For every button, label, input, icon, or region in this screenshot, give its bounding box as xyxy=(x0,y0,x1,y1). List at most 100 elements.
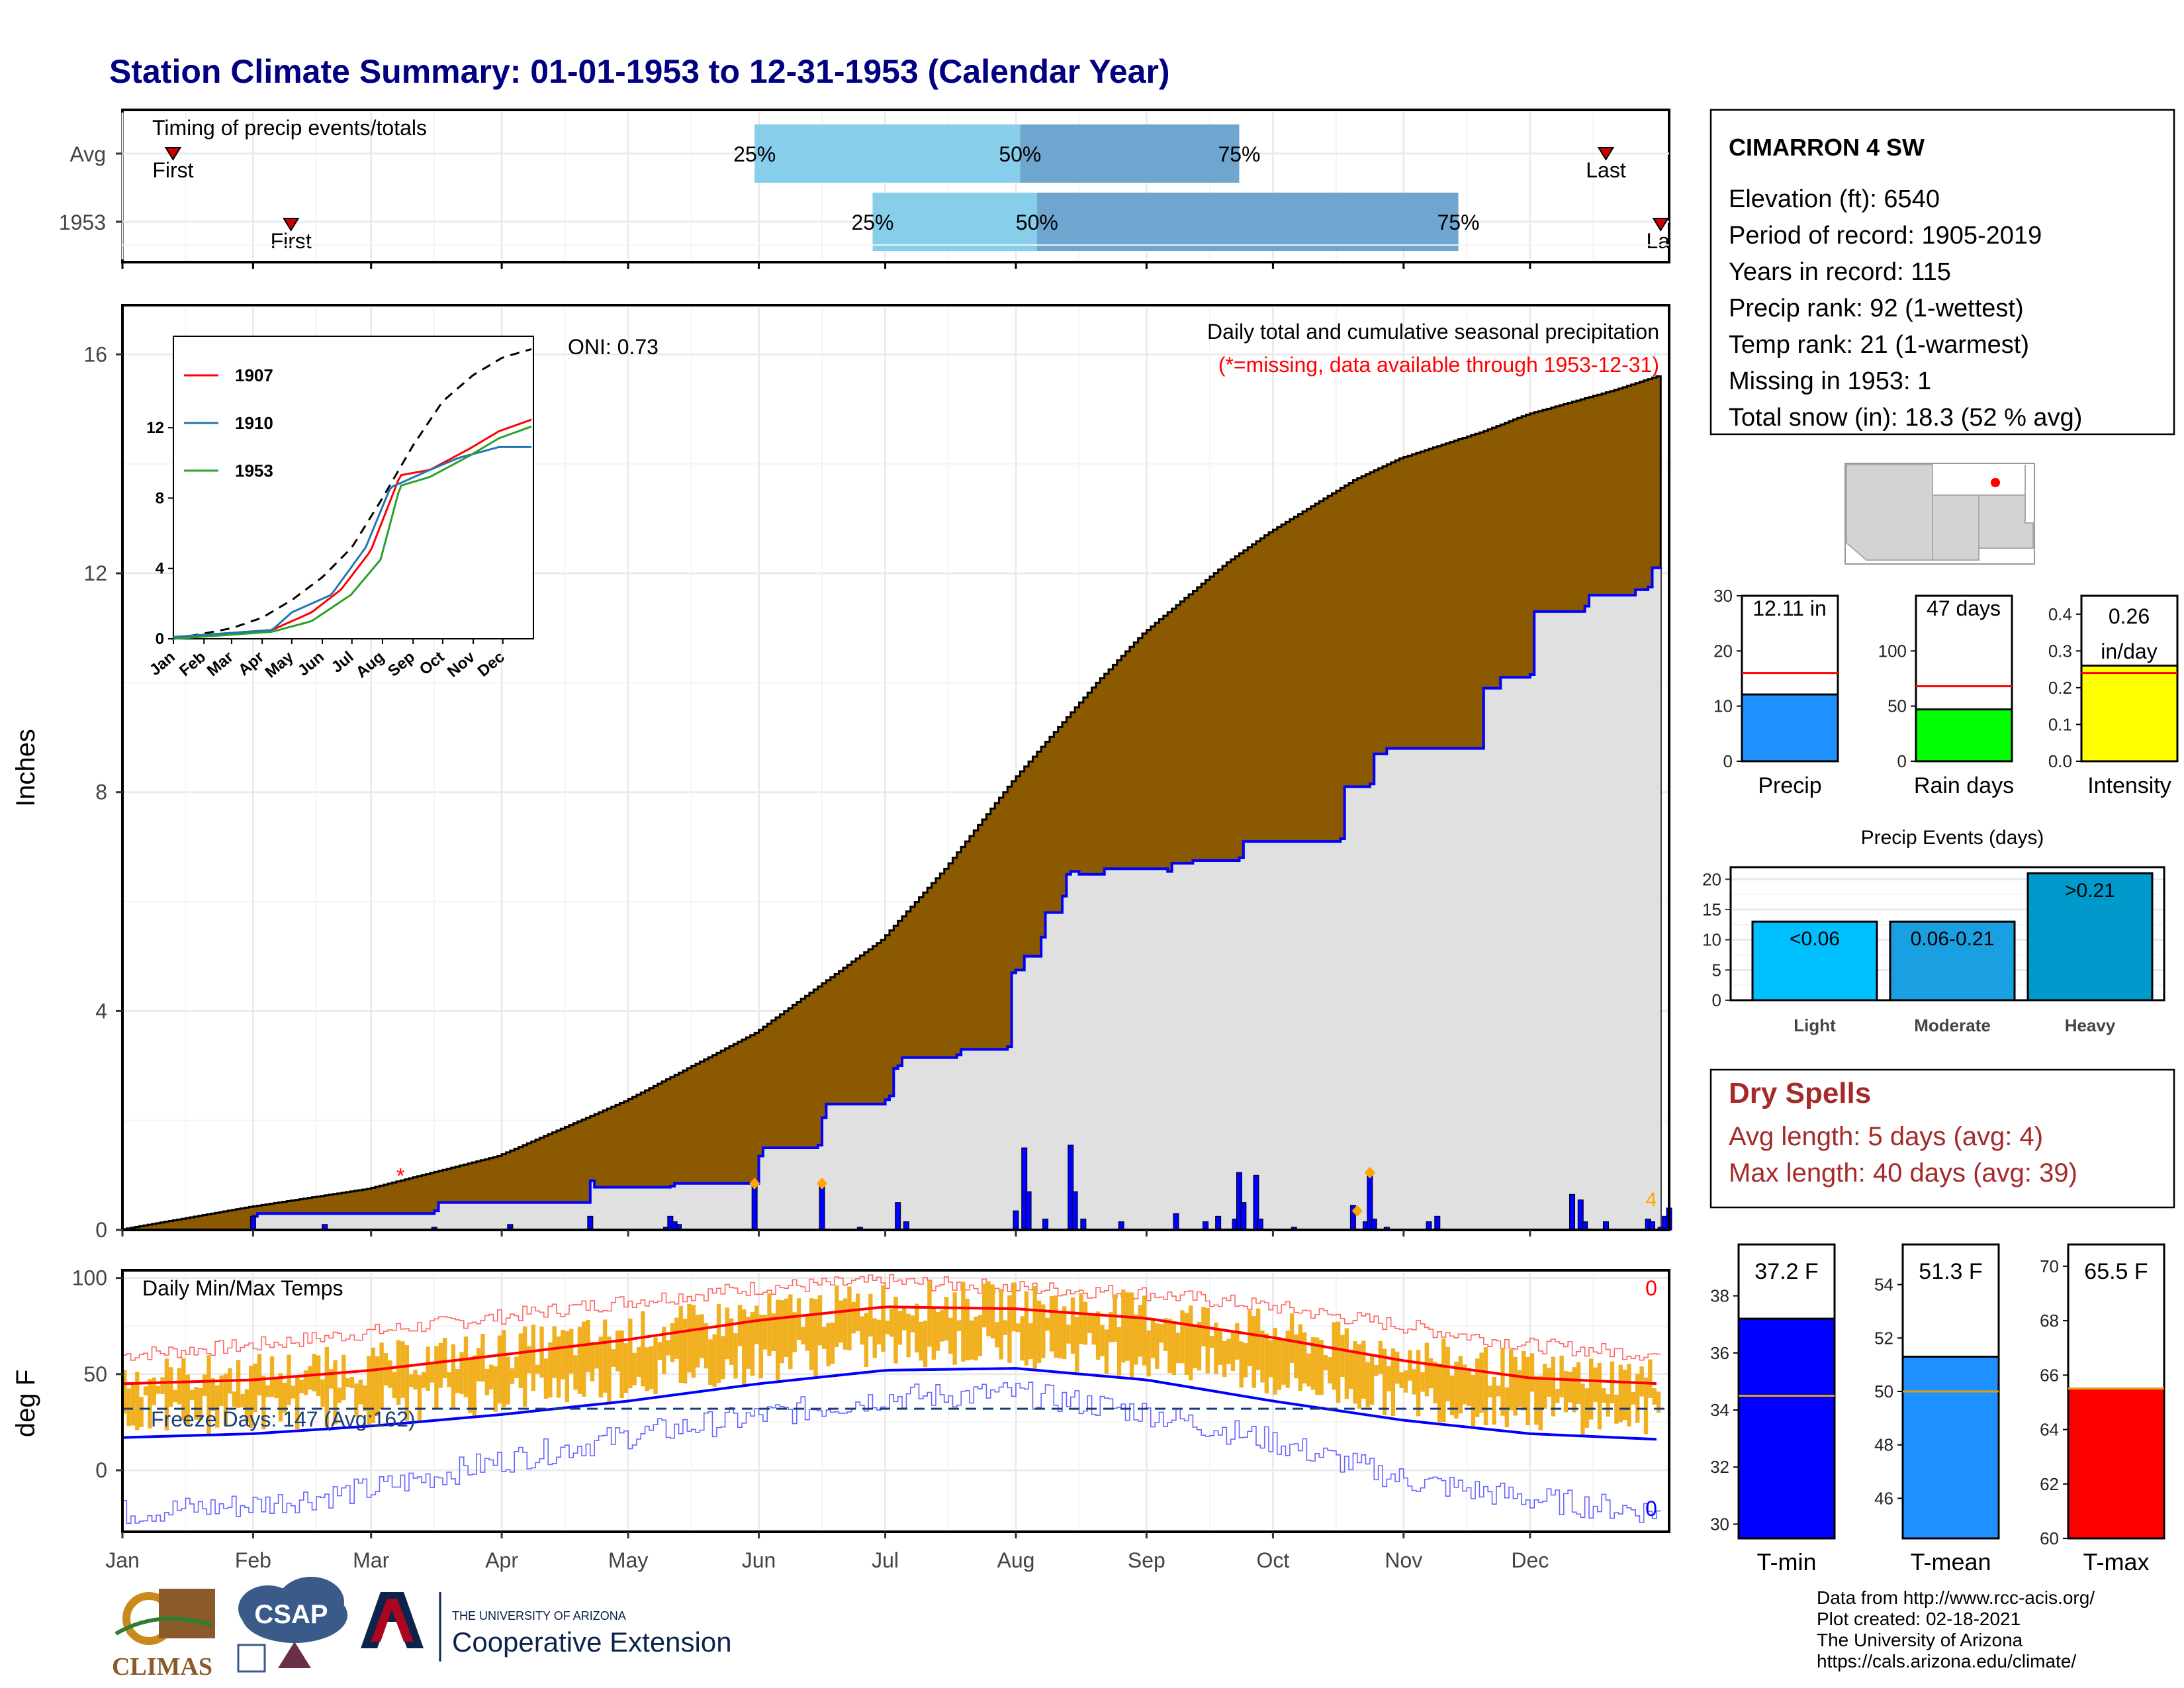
dry-spells-avg-length: Avg length: 5 days (avg: 4) xyxy=(1729,1122,2043,1151)
daily-temp-bar xyxy=(1602,1388,1606,1403)
daily-temp-bar xyxy=(1049,1296,1054,1352)
daily-temp-bar xyxy=(459,1352,464,1394)
daily-temp-bar xyxy=(796,1298,801,1340)
daily-temp-bar xyxy=(1390,1348,1396,1416)
footer-website: https://cals.arizona.edu/climate/ xyxy=(1817,1651,2077,1671)
inset-legend-label: 1953 xyxy=(235,461,273,481)
inset-average-line xyxy=(173,348,532,640)
daily-temp-bar xyxy=(982,1283,987,1328)
daily-temp-bar xyxy=(1171,1323,1176,1376)
daily-temp-bar xyxy=(345,1378,350,1387)
precip-event-category-label: Moderate xyxy=(1914,1015,1991,1035)
daily-temp-bar xyxy=(632,1352,637,1385)
daily-precip-bar xyxy=(1025,1191,1032,1231)
precip-value-label: 12.11 in xyxy=(1752,596,1827,620)
daily-temp-bar xyxy=(835,1285,839,1348)
inset-y-tick-label: 12 xyxy=(146,419,164,437)
daily-temp-bar xyxy=(1420,1372,1425,1392)
tmax-y-tick-label: 68 xyxy=(2040,1311,2059,1331)
daily-temp-bar xyxy=(438,1342,443,1388)
daily-temp-bar xyxy=(1091,1313,1096,1345)
inset-legend-label: 1907 xyxy=(235,365,273,385)
inset-1953-line xyxy=(173,425,532,640)
daily-temp-bar xyxy=(805,1315,809,1351)
daily-temp-bar xyxy=(1323,1355,1328,1371)
daily-temp-bar xyxy=(236,1360,241,1408)
daily-temp-bar xyxy=(1024,1291,1029,1366)
daily-temp-bar xyxy=(990,1284,995,1338)
month-label: Nov xyxy=(1385,1548,1422,1572)
month-label: Jul xyxy=(872,1548,899,1572)
inset-y-tick-label: 8 xyxy=(156,489,164,507)
daily-temp-bar xyxy=(1454,1362,1459,1419)
daily-temp-bar xyxy=(1125,1292,1130,1361)
daily-precip-bar xyxy=(1042,1218,1049,1231)
daily-temp-bar xyxy=(1277,1337,1282,1390)
cumulative-y-tick-label: 4 xyxy=(95,999,107,1023)
daily-temp-bar xyxy=(126,1388,131,1427)
daily-temp-bar xyxy=(645,1347,649,1391)
daily-temp-bar xyxy=(451,1344,456,1409)
daily-temp-bar xyxy=(1369,1355,1375,1405)
daily-temp-bar xyxy=(426,1346,430,1391)
daily-temp-bar xyxy=(1214,1323,1218,1374)
daily-temp-bar xyxy=(556,1336,561,1398)
daily-temp-bar xyxy=(1269,1340,1273,1378)
daily-temp-bar xyxy=(615,1331,620,1372)
daily-temp-bar xyxy=(1011,1282,1016,1332)
daily-temp-bar xyxy=(864,1313,869,1367)
intensity-y-tick-label: 0.4 xyxy=(2048,604,2072,624)
daily-temp-bar xyxy=(358,1380,363,1405)
daily-temp-bar xyxy=(1079,1293,1083,1344)
daily-temp-bar xyxy=(173,1389,177,1403)
daily-temp-bar xyxy=(927,1280,932,1347)
daily-temp-bar xyxy=(902,1308,907,1331)
daily-temp-bar xyxy=(674,1317,679,1359)
daily-temp-bar xyxy=(1458,1356,1463,1414)
daily-temp-bar xyxy=(776,1299,780,1381)
month-label: Oct xyxy=(1257,1548,1290,1572)
temperature-y-tick-label: 0 xyxy=(95,1458,107,1482)
temperature-y-tick-label: 100 xyxy=(72,1266,107,1290)
daily-temp-bar xyxy=(628,1318,633,1389)
daily-temp-bar xyxy=(1175,1333,1181,1364)
month-label: Mar xyxy=(353,1548,389,1572)
tmin-label: T-min xyxy=(1757,1548,1817,1575)
climas-swoosh xyxy=(114,1617,212,1636)
station-info-line: Elevation (ft): 6540 xyxy=(1729,185,1940,213)
daily-temp-bar xyxy=(400,1341,405,1398)
daily-temp-bar xyxy=(641,1311,645,1387)
daily-temp-bar xyxy=(1618,1364,1623,1423)
daily-temp-bar xyxy=(265,1385,270,1397)
daily-precip-bar xyxy=(895,1202,901,1231)
daily-temp-bar xyxy=(598,1336,603,1398)
daily-temp-bar xyxy=(1433,1362,1437,1404)
missing-data-note: (*=missing, data available through 1953-… xyxy=(1218,353,1659,377)
y1953-first-marker xyxy=(282,218,300,232)
daily-temp-bar xyxy=(590,1342,595,1382)
daily-temp-bar xyxy=(607,1336,612,1402)
daily-temp-bar xyxy=(1328,1357,1332,1383)
daily-temp-bar xyxy=(552,1326,557,1378)
daily-precip-bar xyxy=(1569,1194,1576,1231)
daily-temp-bar xyxy=(130,1382,136,1426)
tmax-y-tick-label: 64 xyxy=(2040,1420,2059,1440)
daily-temp-bar xyxy=(1522,1350,1526,1411)
daily-temp-bar xyxy=(1635,1374,1640,1423)
daily-temp-bar xyxy=(219,1375,224,1406)
daily-temp-bar xyxy=(885,1321,889,1335)
daily-temp-bar xyxy=(1332,1322,1336,1390)
tmin-y-tick-label: 30 xyxy=(1710,1514,1729,1534)
daily-temp-bar xyxy=(299,1380,304,1393)
daily-temp-bar xyxy=(910,1315,915,1333)
daily-temp-bar xyxy=(1045,1317,1050,1331)
station-location-dot xyxy=(1991,478,2000,487)
daily-temp-bar xyxy=(1189,1305,1193,1381)
daily-temp-bar xyxy=(354,1383,359,1417)
daily-temp-bar xyxy=(367,1356,371,1425)
daily-temp-bar xyxy=(1509,1349,1514,1411)
daily-temp-bar xyxy=(206,1355,211,1434)
locator-map xyxy=(1844,463,2035,565)
daily-temp-bar xyxy=(189,1389,195,1400)
y1953-q25-q50-bar xyxy=(872,193,1037,251)
